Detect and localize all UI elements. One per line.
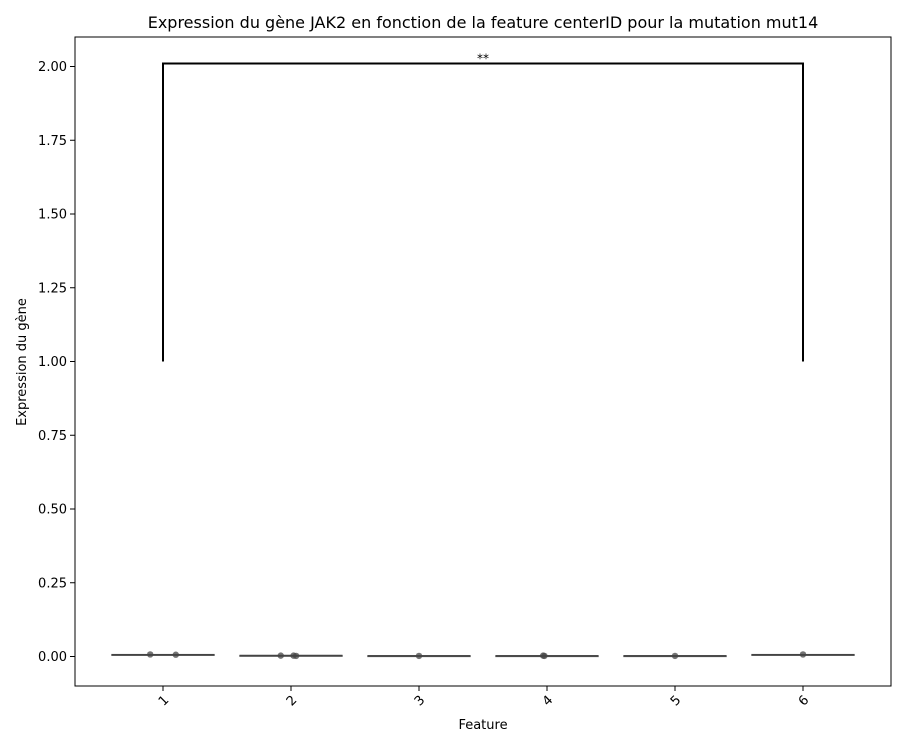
x-tick-label: 2 [284,693,300,709]
data-point [415,652,423,660]
significance-bracket [162,62,804,362]
y-tick-label: 0.50 [38,503,67,518]
y-tick-label: 1.00 [38,355,67,370]
x-tick-label: 4 [540,693,556,709]
x-tick-label: 1 [156,693,172,709]
x-tick-label: 5 [668,693,684,709]
data-point [671,652,679,660]
plot-frame [74,36,892,687]
chart-title: Expression du gène JAK2 en fonction de l… [148,13,819,32]
y-tick-label: 0.75 [38,429,67,444]
data-point [799,651,807,658]
data-point [292,652,300,660]
y-axis-label: Expression du gène [15,298,30,426]
x-tick-label: 3 [412,693,428,709]
x-axis-label: Feature [458,718,507,733]
y-tick-label: 0.25 [38,576,67,591]
y-tick-label: 1.50 [38,208,67,223]
data-point [541,652,548,660]
plot-area: ** [111,52,855,660]
x-tick-label: 6 [796,693,812,709]
significance-label: ** [477,52,489,66]
y-tick-label: 2.00 [38,60,67,75]
y-tick-label: 1.25 [38,281,67,296]
y-tick-label: 1.75 [38,134,67,149]
x-axis: 1 2 3 4 5 6 [156,686,812,709]
y-tick-label: 0.00 [38,650,67,665]
data-point [172,651,179,658]
y-axis: 0.00 0.25 0.50 0.75 1.00 1.25 1.50 1.75 2.00 [38,60,75,665]
data-point [147,651,154,658]
data-point [277,652,284,659]
